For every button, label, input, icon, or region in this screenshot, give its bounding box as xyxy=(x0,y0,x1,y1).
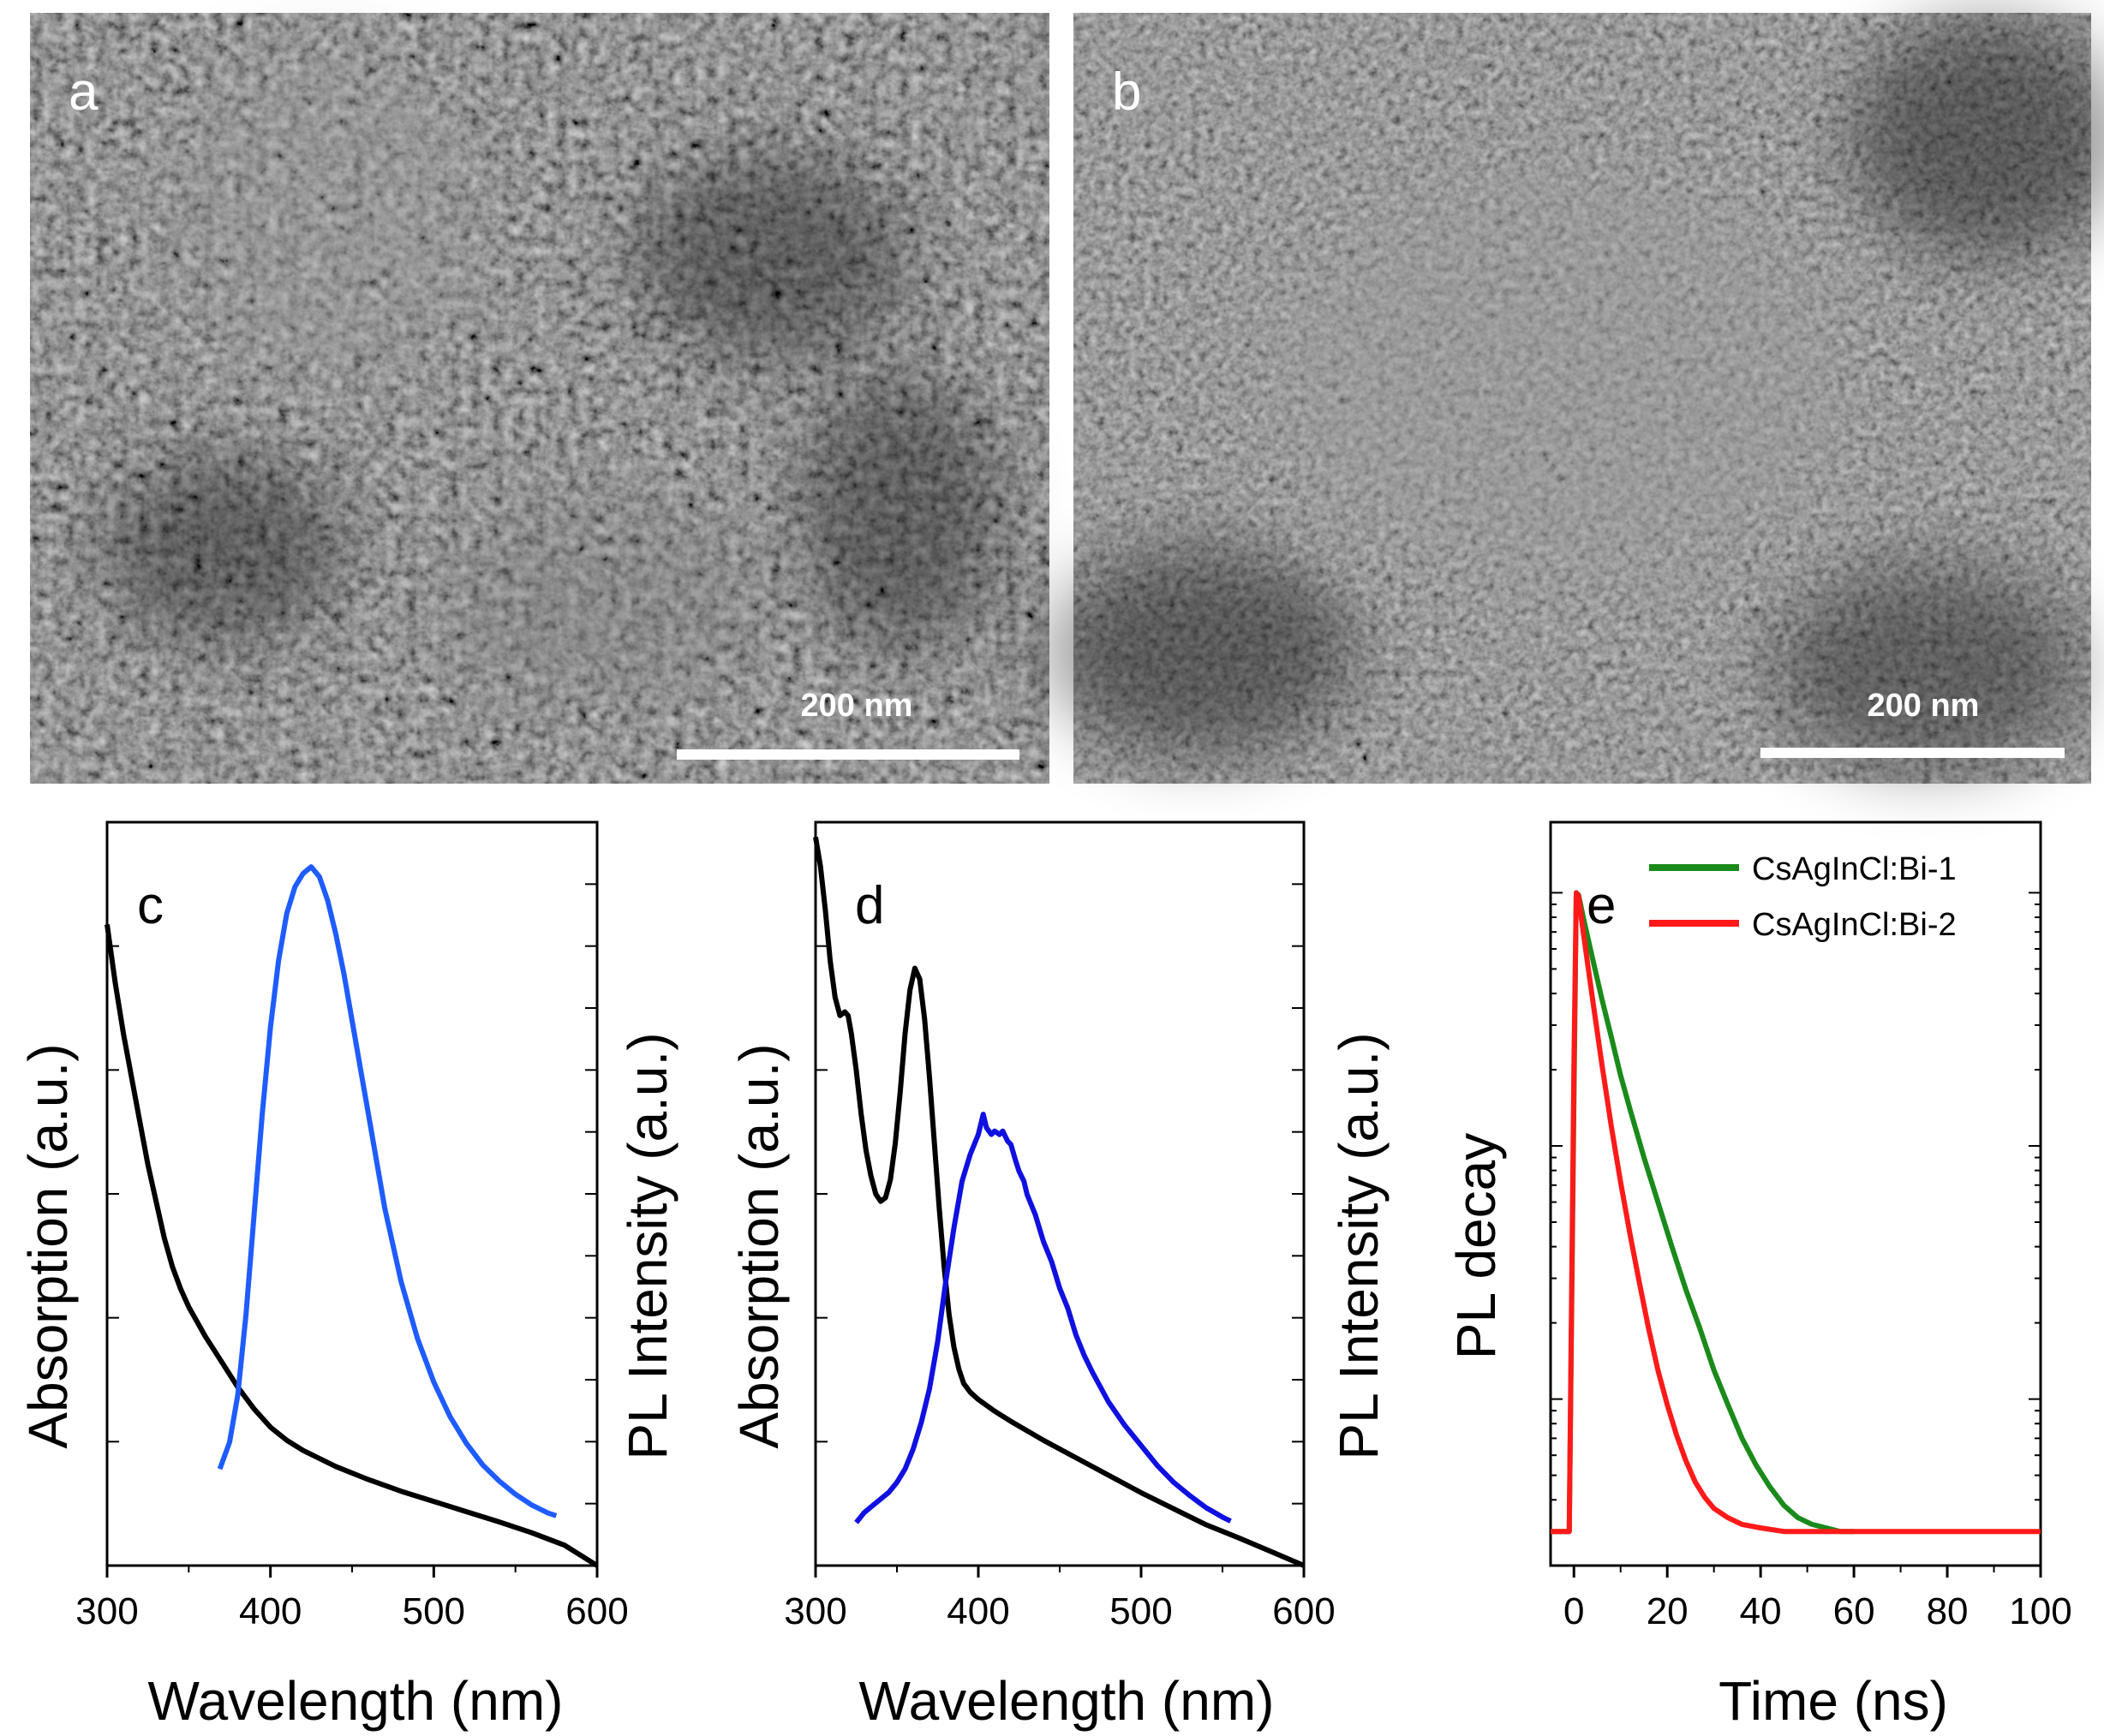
panel-a-micrograph: a 200 nm xyxy=(30,13,1049,784)
panel-c-xtick-label-600: 600 xyxy=(565,1590,628,1632)
ylabel-left-d: Absorption (a.u.) xyxy=(728,1043,790,1448)
panel-e-xtick-label-0: 0 xyxy=(1563,1590,1584,1632)
panel-c-xtick-label-500: 500 xyxy=(403,1590,465,1632)
panel-e-xtick-label-100: 100 xyxy=(2009,1590,2071,1632)
xlabel-e: Time (ns) xyxy=(1718,1670,1948,1732)
panel-c-plot-frame xyxy=(105,820,599,1567)
ylabel-e: PL decay xyxy=(1445,1133,1507,1359)
chart-panel-c: c Absorption (a.u.) PL Intensity (a.u.) … xyxy=(17,820,678,1732)
panel-d-pl-line xyxy=(854,1112,1232,1524)
panel-e-series-line-1 xyxy=(1551,890,1855,1535)
panel-letter-c: c xyxy=(137,876,164,935)
panel-letter-a: a xyxy=(69,63,99,122)
xlabel-d: Wavelength (nm) xyxy=(859,1670,1275,1732)
legend-label-bi2: CsAgInCl:Bi-2 xyxy=(1752,907,1957,943)
ylabel-right-d: PL Intensity (a.u.) xyxy=(1328,1032,1390,1459)
panel-e-series-line-2 xyxy=(1551,890,2041,1535)
panel-d-xtick-label-600: 600 xyxy=(1272,1590,1335,1632)
panel-letter-e: e xyxy=(1587,876,1616,935)
panel-letter-b: b xyxy=(1112,63,1141,122)
panel-e-xtick-label-80: 80 xyxy=(1927,1590,1969,1632)
panel-c-xtick-label-400: 400 xyxy=(239,1590,302,1632)
chart-panel-d: d Absorption (a.u.) PL Intensity (a.u.) … xyxy=(728,820,1390,1732)
panel-d-xtick-label-500: 500 xyxy=(1109,1590,1172,1632)
panel-letter-d: d xyxy=(855,876,884,935)
panel-d-xtick-label-400: 400 xyxy=(947,1590,1009,1632)
scale-bar-label-a: 200 nm xyxy=(801,688,913,724)
panel-b-micrograph: b 200 nm xyxy=(1045,13,2104,784)
panel-d-xtick-label-300: 300 xyxy=(784,1590,846,1632)
panel-e-xtick-label-60: 60 xyxy=(1833,1590,1875,1632)
panel-e-xtick-label-20: 20 xyxy=(1647,1590,1689,1632)
ylabel-right-c: PL Intensity (a.u.) xyxy=(617,1032,678,1459)
panel-c-absorption-line xyxy=(105,923,599,1568)
panel-e-xtick-label-40: 40 xyxy=(1740,1590,1782,1632)
scale-bar-b xyxy=(1760,748,2065,758)
legend-label-bi1: CsAgInCl:Bi-1 xyxy=(1752,851,1957,887)
scale-bar-label-b: 200 nm xyxy=(1868,688,1980,724)
scale-bar-a xyxy=(677,749,1019,760)
legend-e: CsAgInCl:Bi-1 CsAgInCl:Bi-2 xyxy=(1649,851,1957,943)
panel-c-xtick-label-300: 300 xyxy=(75,1590,138,1632)
panel-d-absorption-line xyxy=(813,836,1306,1568)
chart-panel-e: e PL decay Time (ns) 0 20 40 60 80 100 CsAgIn… xyxy=(1445,820,2072,1732)
panel-c-pl-line xyxy=(217,864,558,1518)
xlabel-c: Wavelength (nm) xyxy=(148,1670,564,1732)
panel-e-plot-frame xyxy=(1549,820,2042,1567)
ylabel-left-c: Absorption (a.u.) xyxy=(17,1043,79,1448)
